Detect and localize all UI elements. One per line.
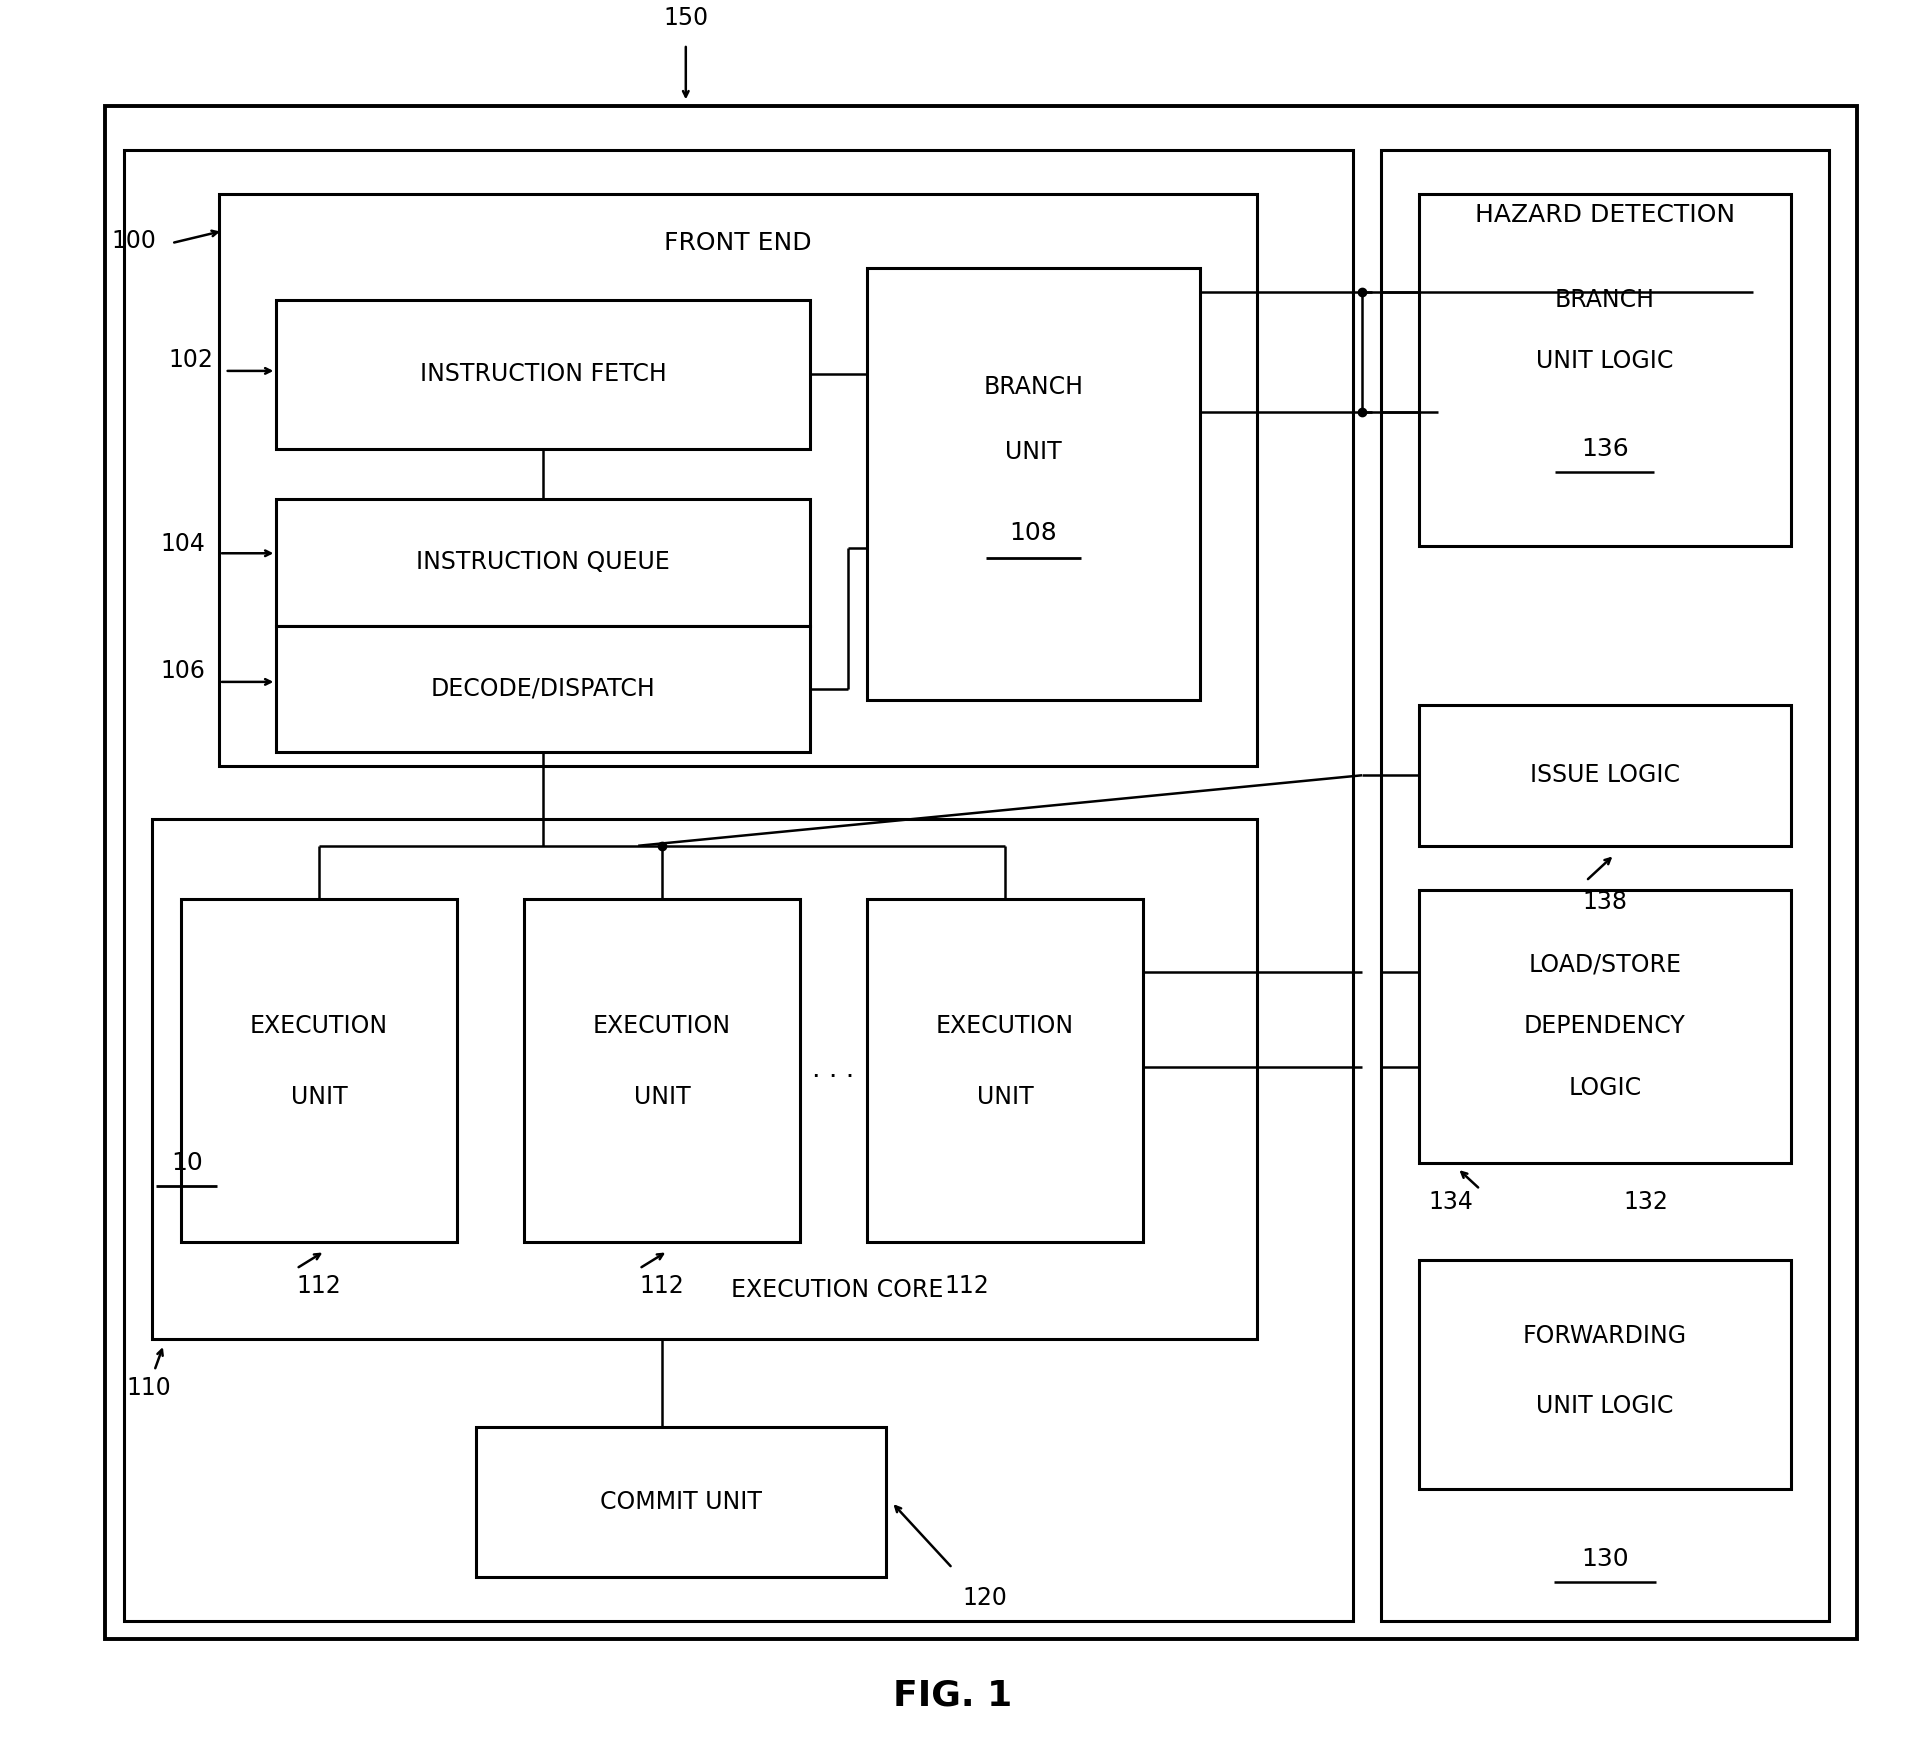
Text: UNIT: UNIT bbox=[291, 1085, 347, 1108]
Text: UNIT: UNIT bbox=[1006, 440, 1061, 463]
Bar bbox=[1381, 150, 1829, 1621]
Text: 150: 150 bbox=[663, 5, 709, 30]
Text: 102: 102 bbox=[168, 349, 213, 372]
Text: 10: 10 bbox=[171, 1151, 202, 1175]
Text: 120: 120 bbox=[962, 1586, 1008, 1610]
Text: INSTRUCTION QUEUE: INSTRUCTION QUEUE bbox=[415, 550, 671, 574]
Text: INSTRUCTION FETCH: INSTRUCTION FETCH bbox=[419, 363, 667, 386]
Text: BRANCH: BRANCH bbox=[983, 375, 1084, 398]
Text: FIG. 1: FIG. 1 bbox=[893, 1677, 1012, 1713]
Text: UNIT: UNIT bbox=[634, 1085, 690, 1108]
Text: 112: 112 bbox=[945, 1274, 989, 1299]
Text: FRONT END: FRONT END bbox=[665, 231, 812, 255]
Bar bbox=[124, 150, 1353, 1621]
Text: 134: 134 bbox=[1429, 1189, 1474, 1214]
Text: DECODE/DISPATCH: DECODE/DISPATCH bbox=[431, 677, 655, 701]
Bar bbox=[105, 106, 1857, 1639]
Text: 112: 112 bbox=[297, 1274, 341, 1299]
Bar bbox=[152, 819, 1257, 1339]
Text: 130: 130 bbox=[1581, 1547, 1629, 1572]
Text: LOGIC: LOGIC bbox=[1568, 1077, 1642, 1099]
Text: ISSUE LOGIC: ISSUE LOGIC bbox=[1530, 763, 1680, 788]
Bar bbox=[1419, 1260, 1791, 1489]
Bar bbox=[867, 268, 1200, 700]
Bar bbox=[476, 1427, 886, 1577]
Text: EXECUTION: EXECUTION bbox=[935, 1015, 1074, 1038]
Bar bbox=[867, 899, 1143, 1242]
Text: 110: 110 bbox=[126, 1376, 171, 1401]
Text: 132: 132 bbox=[1623, 1189, 1669, 1214]
Text: 112: 112 bbox=[640, 1274, 684, 1299]
Text: COMMIT UNIT: COMMIT UNIT bbox=[600, 1491, 762, 1514]
Text: FORWARDING: FORWARDING bbox=[1522, 1323, 1688, 1348]
Text: 106: 106 bbox=[160, 659, 206, 684]
Text: EXECUTION CORE: EXECUTION CORE bbox=[732, 1277, 943, 1302]
Text: UNIT LOGIC: UNIT LOGIC bbox=[1535, 349, 1674, 374]
Bar bbox=[219, 194, 1257, 766]
Text: 108: 108 bbox=[1010, 522, 1057, 544]
Text: UNIT: UNIT bbox=[977, 1085, 1033, 1108]
Text: BRANCH: BRANCH bbox=[1554, 287, 1655, 312]
Text: EXECUTION: EXECUTION bbox=[592, 1015, 732, 1038]
Bar bbox=[1419, 705, 1791, 846]
Text: EXECUTION: EXECUTION bbox=[250, 1015, 389, 1038]
Text: UNIT LOGIC: UNIT LOGIC bbox=[1535, 1394, 1674, 1418]
Bar bbox=[1419, 890, 1791, 1163]
Text: LOAD/STORE: LOAD/STORE bbox=[1528, 953, 1682, 976]
Bar bbox=[276, 626, 810, 752]
Text: DEPENDENCY: DEPENDENCY bbox=[1524, 1015, 1686, 1038]
Text: 138: 138 bbox=[1583, 890, 1627, 914]
Text: 136: 136 bbox=[1581, 437, 1629, 462]
Bar bbox=[524, 899, 800, 1242]
Text: . . .: . . . bbox=[812, 1057, 855, 1084]
Bar bbox=[276, 300, 810, 449]
Text: HAZARD DETECTION: HAZARD DETECTION bbox=[1474, 203, 1735, 227]
Bar bbox=[1419, 194, 1791, 546]
Text: 104: 104 bbox=[160, 532, 206, 557]
Text: 100: 100 bbox=[110, 229, 156, 254]
Bar bbox=[181, 899, 457, 1242]
Bar bbox=[276, 499, 810, 626]
